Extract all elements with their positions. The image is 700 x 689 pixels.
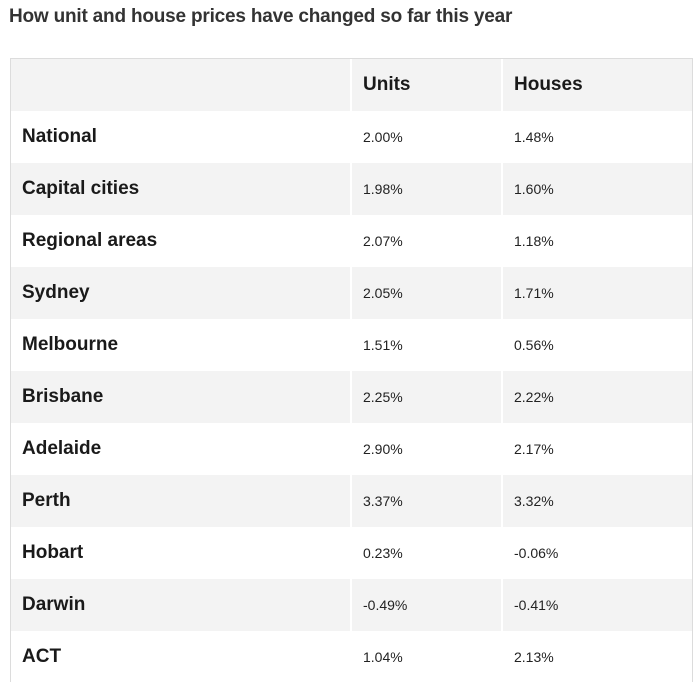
price-change-table: Units Houses National 2.00% 1.48% Capita… xyxy=(11,59,692,683)
table-row: Melbourne 1.51% 0.56% xyxy=(11,319,692,371)
region-cell: Brisbane xyxy=(11,371,350,423)
units-cell: 1.98% xyxy=(350,163,501,215)
houses-cell: -0.06% xyxy=(501,527,692,579)
units-cell: 2.07% xyxy=(350,215,501,267)
region-cell: National xyxy=(11,111,350,163)
units-cell: 3.37% xyxy=(350,475,501,527)
header-units: Units xyxy=(350,59,501,111)
table-row: Sydney 2.05% 1.71% xyxy=(11,267,692,319)
table-row: Adelaide 2.90% 2.17% xyxy=(11,423,692,475)
table-row: Perth 3.37% 3.32% xyxy=(11,475,692,527)
units-cell: 1.51% xyxy=(350,319,501,371)
table-row: Regional areas 2.07% 1.18% xyxy=(11,215,692,267)
units-cell: -0.49% xyxy=(350,579,501,631)
units-cell: 2.05% xyxy=(350,267,501,319)
page-title: How unit and house prices have changed s… xyxy=(9,6,513,27)
houses-cell: -0.41% xyxy=(501,579,692,631)
houses-cell: 2.22% xyxy=(501,371,692,423)
region-cell: Sydney xyxy=(11,267,350,319)
region-cell: Hobart xyxy=(11,527,350,579)
table-row: Brisbane 2.25% 2.22% xyxy=(11,371,692,423)
houses-cell: 2.17% xyxy=(501,423,692,475)
region-cell: Melbourne xyxy=(11,319,350,371)
houses-cell: 3.32% xyxy=(501,475,692,527)
table-row: Capital cities 1.98% 1.60% xyxy=(11,163,692,215)
table-row: Darwin -0.49% -0.41% xyxy=(11,579,692,631)
region-cell: ACT xyxy=(11,631,350,683)
units-cell: 0.23% xyxy=(350,527,501,579)
houses-cell: 2.13% xyxy=(501,631,692,683)
region-cell: Capital cities xyxy=(11,163,350,215)
houses-cell: 1.60% xyxy=(501,163,692,215)
region-cell: Adelaide xyxy=(11,423,350,475)
table-row: ACT 1.04% 2.13% xyxy=(11,631,692,683)
table-row: National 2.00% 1.48% xyxy=(11,111,692,163)
region-cell: Regional areas xyxy=(11,215,350,267)
table-row: Hobart 0.23% -0.06% xyxy=(11,527,692,579)
houses-cell: 0.56% xyxy=(501,319,692,371)
houses-cell: 1.71% xyxy=(501,267,692,319)
houses-cell: 1.48% xyxy=(501,111,692,163)
units-cell: 2.25% xyxy=(350,371,501,423)
region-cell: Darwin xyxy=(11,579,350,631)
units-cell: 1.04% xyxy=(350,631,501,683)
header-houses: Houses xyxy=(501,59,692,111)
houses-cell: 1.18% xyxy=(501,215,692,267)
units-cell: 2.00% xyxy=(350,111,501,163)
units-cell: 2.90% xyxy=(350,423,501,475)
table-header-row: Units Houses xyxy=(11,59,692,111)
region-cell: Perth xyxy=(11,475,350,527)
header-region xyxy=(11,59,350,111)
price-change-table-container: Units Houses National 2.00% 1.48% Capita… xyxy=(10,58,693,683)
